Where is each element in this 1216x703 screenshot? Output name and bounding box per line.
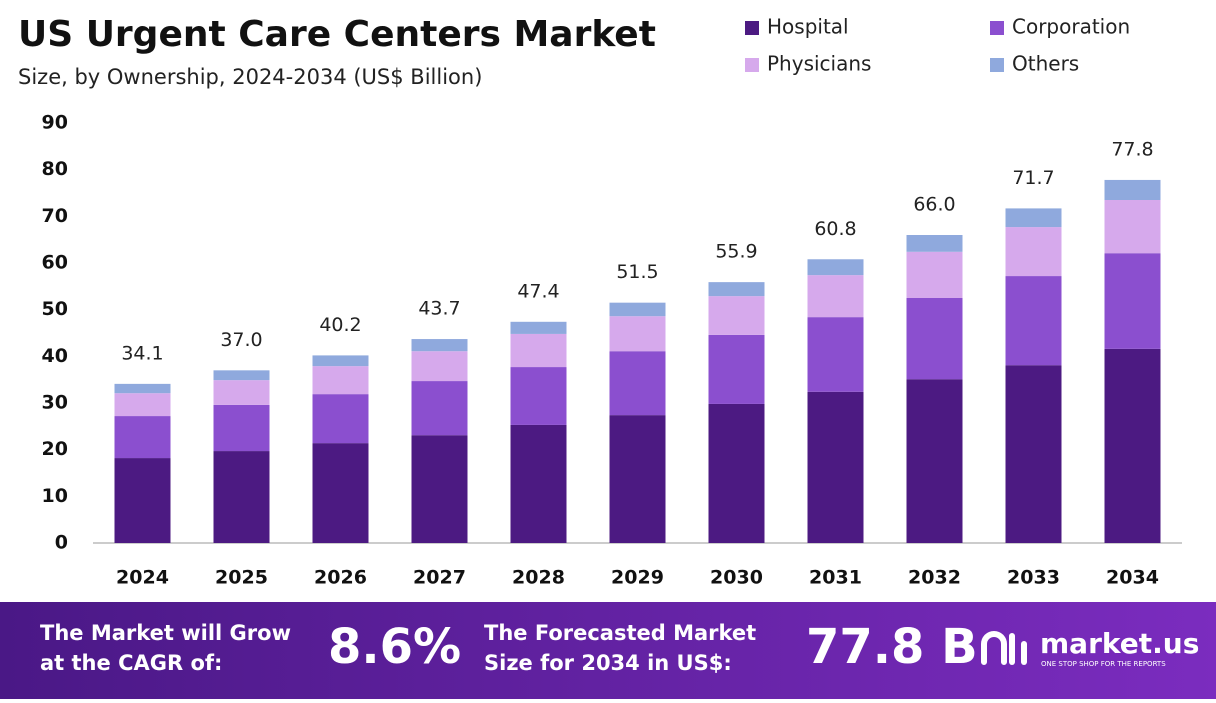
bar-segment	[609, 302, 666, 317]
legend-label: Corporation	[1012, 15, 1130, 39]
bar-segment	[312, 443, 369, 543]
x-tick-label: 2034	[1106, 567, 1159, 589]
cagr-value: 8.6%	[328, 619, 461, 675]
bar-segment	[1104, 253, 1161, 349]
bar-segment	[1104, 179, 1161, 200]
bar-segment	[807, 317, 864, 392]
bar-segment	[807, 275, 864, 318]
bar-segment	[312, 355, 369, 367]
total-label: 51.5	[616, 261, 658, 283]
total-label: 60.8	[814, 218, 856, 240]
bar-segment	[807, 259, 864, 276]
bar-segment	[411, 381, 468, 436]
bar-segment	[312, 394, 369, 444]
total-label: 66.0	[913, 194, 955, 216]
legend-swatch	[990, 21, 1004, 35]
bar-segment	[807, 391, 864, 543]
y-tick-label: 50	[42, 298, 68, 320]
legend-label: Others	[1012, 52, 1079, 76]
cagr-text: The Market will Grow	[40, 621, 291, 645]
bar-segment	[1005, 208, 1062, 228]
total-label: 71.7	[1012, 167, 1054, 189]
x-tick-label: 2029	[611, 567, 664, 589]
bar-segment	[411, 351, 468, 382]
bar-segment	[114, 458, 171, 543]
bar-segment	[213, 370, 270, 381]
bar-segment	[609, 415, 666, 543]
legend-swatch	[990, 58, 1004, 72]
y-tick-label: 80	[42, 158, 68, 180]
total-label: 55.9	[715, 241, 757, 263]
bar-segment	[906, 251, 963, 298]
x-tick-label: 2024	[116, 567, 169, 589]
x-tick-label: 2030	[710, 567, 763, 589]
x-tick-label: 2025	[215, 567, 268, 589]
bar-segment	[510, 321, 567, 334]
x-tick-label: 2028	[512, 567, 565, 589]
bar-segment	[114, 383, 171, 394]
cagr-text: at the CAGR of:	[40, 651, 222, 675]
bar-segment	[510, 424, 567, 543]
bar-segment	[708, 296, 765, 335]
bar-segment	[213, 380, 270, 405]
bar-segment	[609, 351, 666, 416]
legend-label: Physicians	[767, 52, 871, 76]
chart-subtitle: Size, by Ownership, 2024-2034 (US$ Billi…	[18, 65, 482, 89]
legend-swatch	[745, 58, 759, 72]
total-label: 37.0	[220, 329, 262, 351]
total-label: 77.8	[1111, 138, 1153, 160]
y-tick-label: 70	[42, 205, 68, 227]
y-tick-label: 40	[42, 345, 68, 367]
chart-title: US Urgent Care Centers Market	[18, 14, 656, 55]
y-tick-label: 20	[42, 438, 68, 460]
y-tick-label: 90	[42, 112, 68, 134]
legend-swatch	[745, 21, 759, 35]
total-label: 43.7	[418, 298, 460, 320]
brand-name: market.us	[1040, 627, 1199, 660]
brand-tagline: ONE STOP SHOP FOR THE REPORTS	[1041, 660, 1166, 668]
bar-segment	[906, 235, 963, 252]
bar-segment	[1104, 348, 1161, 543]
bar-segment	[213, 451, 270, 543]
total-label: 40.2	[319, 314, 361, 336]
bar-segment	[708, 334, 765, 404]
bar-segment	[213, 404, 270, 452]
bar-segment	[906, 379, 963, 543]
forecast-text: Size for 2034 in US$:	[484, 651, 732, 675]
y-tick-label: 60	[42, 252, 68, 274]
total-label: 47.4	[517, 280, 559, 302]
bar-segment	[906, 298, 963, 380]
x-tick-label: 2032	[908, 567, 961, 589]
bar-segment	[1104, 200, 1161, 254]
legend-label: Hospital	[767, 15, 849, 39]
y-tick-label: 0	[55, 532, 68, 554]
bar-segment	[411, 339, 468, 352]
bar-segment	[609, 316, 666, 352]
bar-segment	[114, 416, 171, 459]
x-tick-label: 2033	[1007, 567, 1060, 589]
total-label: 34.1	[121, 342, 163, 364]
y-tick-label: 30	[42, 392, 68, 414]
bar-segment	[708, 403, 765, 543]
bar-segment	[708, 282, 765, 297]
bar-segment	[1005, 227, 1062, 277]
bar-segment	[1005, 276, 1062, 366]
bar-segment	[510, 367, 567, 425]
x-tick-label: 2026	[314, 567, 367, 589]
forecast-value: 77.8 B	[806, 619, 978, 675]
x-tick-label: 2027	[413, 567, 466, 589]
y-tick-label: 10	[42, 485, 68, 507]
bar-segment	[411, 435, 468, 543]
bar-segment	[510, 333, 567, 368]
bar-segment	[1005, 365, 1062, 543]
x-tick-label: 2031	[809, 567, 862, 589]
bar-segment	[114, 393, 171, 417]
bar-segment	[312, 366, 369, 395]
forecast-text: The Forecasted Market	[484, 621, 756, 645]
brand-logo	[981, 631, 1027, 665]
